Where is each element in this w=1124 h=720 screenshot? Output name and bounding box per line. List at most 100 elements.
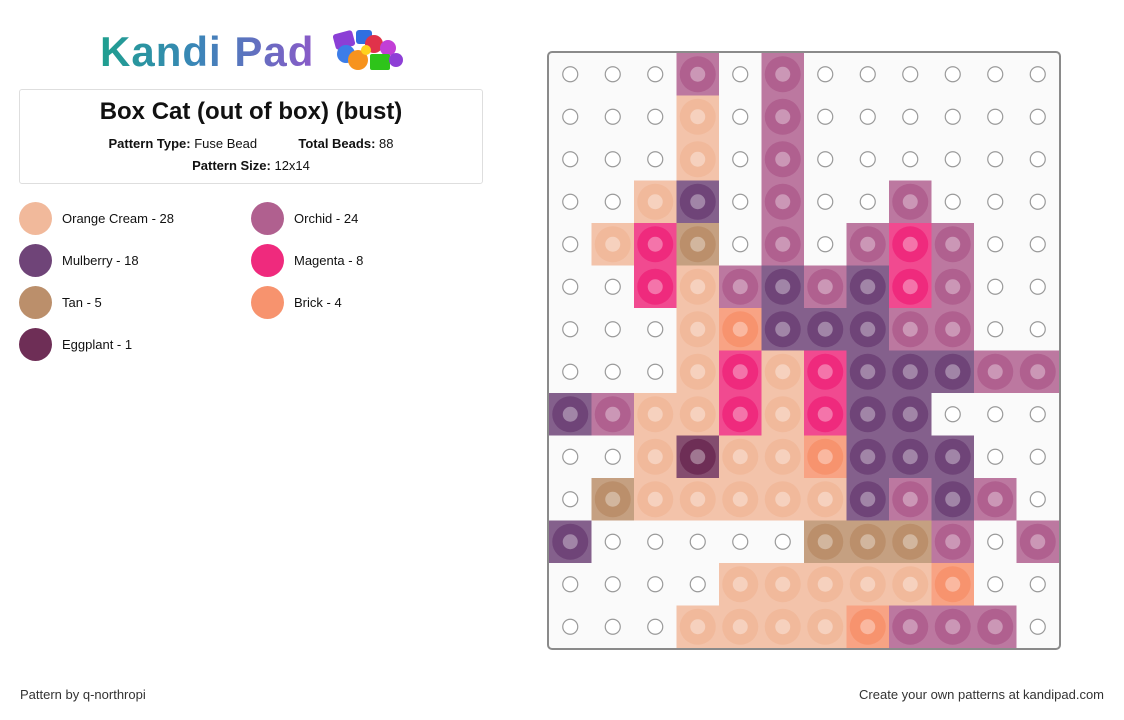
bead (807, 438, 844, 475)
bead-hole (1030, 364, 1046, 380)
empty-peg[interactable] (562, 108, 579, 125)
empty-peg[interactable] (562, 236, 579, 253)
empty-peg[interactable] (604, 533, 621, 550)
empty-peg[interactable] (732, 108, 749, 125)
empty-peg[interactable] (859, 108, 876, 125)
empty-peg[interactable] (987, 108, 1004, 125)
bead (764, 396, 801, 433)
empty-peg[interactable] (987, 533, 1004, 550)
empty-peg[interactable] (859, 151, 876, 168)
empty-peg[interactable] (1029, 618, 1046, 635)
empty-peg[interactable] (647, 321, 664, 338)
empty-peg[interactable] (1029, 151, 1046, 168)
empty-peg[interactable] (987, 448, 1004, 465)
empty-peg[interactable] (817, 108, 834, 125)
bead-hole (647, 491, 663, 507)
legend-label: Mulberry - 18 (62, 252, 139, 268)
empty-peg[interactable] (1029, 108, 1046, 125)
empty-peg[interactable] (987, 321, 1004, 338)
empty-peg[interactable] (689, 576, 706, 593)
empty-peg[interactable] (944, 406, 961, 423)
bead (764, 183, 801, 220)
empty-peg[interactable] (987, 151, 1004, 168)
legend-item: Eggplant - 1 (19, 327, 132, 361)
empty-peg[interactable] (774, 533, 791, 550)
empty-peg[interactable] (562, 618, 579, 635)
empty-peg[interactable] (604, 278, 621, 295)
empty-peg[interactable] (732, 151, 749, 168)
empty-peg[interactable] (647, 66, 664, 83)
empty-peg[interactable] (987, 406, 1004, 423)
empty-peg[interactable] (647, 533, 664, 550)
empty-peg[interactable] (647, 151, 664, 168)
empty-peg[interactable] (1029, 193, 1046, 210)
bead-hole (775, 194, 791, 210)
pegboard[interactable] (547, 51, 1061, 650)
empty-peg[interactable] (562, 576, 579, 593)
empty-peg[interactable] (817, 193, 834, 210)
empty-peg[interactable] (732, 193, 749, 210)
empty-peg[interactable] (1029, 406, 1046, 423)
empty-peg[interactable] (732, 533, 749, 550)
empty-peg[interactable] (604, 108, 621, 125)
empty-peg[interactable] (647, 576, 664, 593)
empty-peg[interactable] (944, 66, 961, 83)
empty-peg[interactable] (944, 151, 961, 168)
empty-peg[interactable] (944, 108, 961, 125)
empty-peg[interactable] (732, 66, 749, 83)
empty-peg[interactable] (1029, 576, 1046, 593)
bead (849, 523, 886, 560)
empty-peg[interactable] (604, 448, 621, 465)
bead (637, 396, 674, 433)
empty-peg[interactable] (562, 448, 579, 465)
empty-peg[interactable] (689, 533, 706, 550)
empty-peg[interactable] (1029, 278, 1046, 295)
empty-peg[interactable] (1029, 448, 1046, 465)
empty-peg[interactable] (647, 108, 664, 125)
empty-peg[interactable] (647, 363, 664, 380)
empty-peg[interactable] (562, 321, 579, 338)
empty-peg[interactable] (944, 193, 961, 210)
empty-peg[interactable] (817, 236, 834, 253)
empty-peg[interactable] (1029, 236, 1046, 253)
empty-peg[interactable] (604, 321, 621, 338)
empty-peg[interactable] (604, 576, 621, 593)
kandipad-promo-link[interactable]: Create your own patterns at kandipad.com (859, 687, 1104, 702)
empty-peg[interactable] (604, 363, 621, 380)
empty-peg[interactable] (562, 491, 579, 508)
empty-peg[interactable] (987, 236, 1004, 253)
empty-peg[interactable] (562, 66, 579, 83)
empty-peg[interactable] (987, 278, 1004, 295)
empty-peg[interactable] (562, 151, 579, 168)
empty-peg[interactable] (604, 66, 621, 83)
empty-peg[interactable] (817, 151, 834, 168)
empty-peg[interactable] (647, 618, 664, 635)
bead-hole (775, 279, 791, 295)
empty-peg[interactable] (987, 66, 1004, 83)
empty-peg[interactable] (562, 278, 579, 295)
empty-peg[interactable] (604, 618, 621, 635)
empty-peg[interactable] (562, 193, 579, 210)
empty-peg[interactable] (859, 193, 876, 210)
empty-peg[interactable] (732, 236, 749, 253)
empty-peg[interactable] (1029, 491, 1046, 508)
kandipad-logo[interactable]: Kandi Pad (100, 26, 410, 78)
empty-peg[interactable] (604, 193, 621, 210)
empty-peg[interactable] (859, 66, 876, 83)
empty-peg[interactable] (1029, 321, 1046, 338)
bead-hole (690, 66, 706, 82)
empty-peg[interactable] (987, 193, 1004, 210)
empty-peg[interactable] (817, 66, 834, 83)
empty-peg[interactable] (902, 108, 919, 125)
bead-hole (902, 236, 918, 252)
empty-peg[interactable] (902, 66, 919, 83)
empty-peg[interactable] (987, 576, 1004, 593)
empty-peg[interactable] (604, 151, 621, 168)
bead (637, 226, 674, 263)
empty-peg[interactable] (1029, 66, 1046, 83)
bead (934, 523, 971, 560)
empty-peg[interactable] (902, 151, 919, 168)
bead-hole (817, 576, 833, 592)
empty-peg[interactable] (562, 363, 579, 380)
bead-grid[interactable] (549, 53, 1059, 648)
